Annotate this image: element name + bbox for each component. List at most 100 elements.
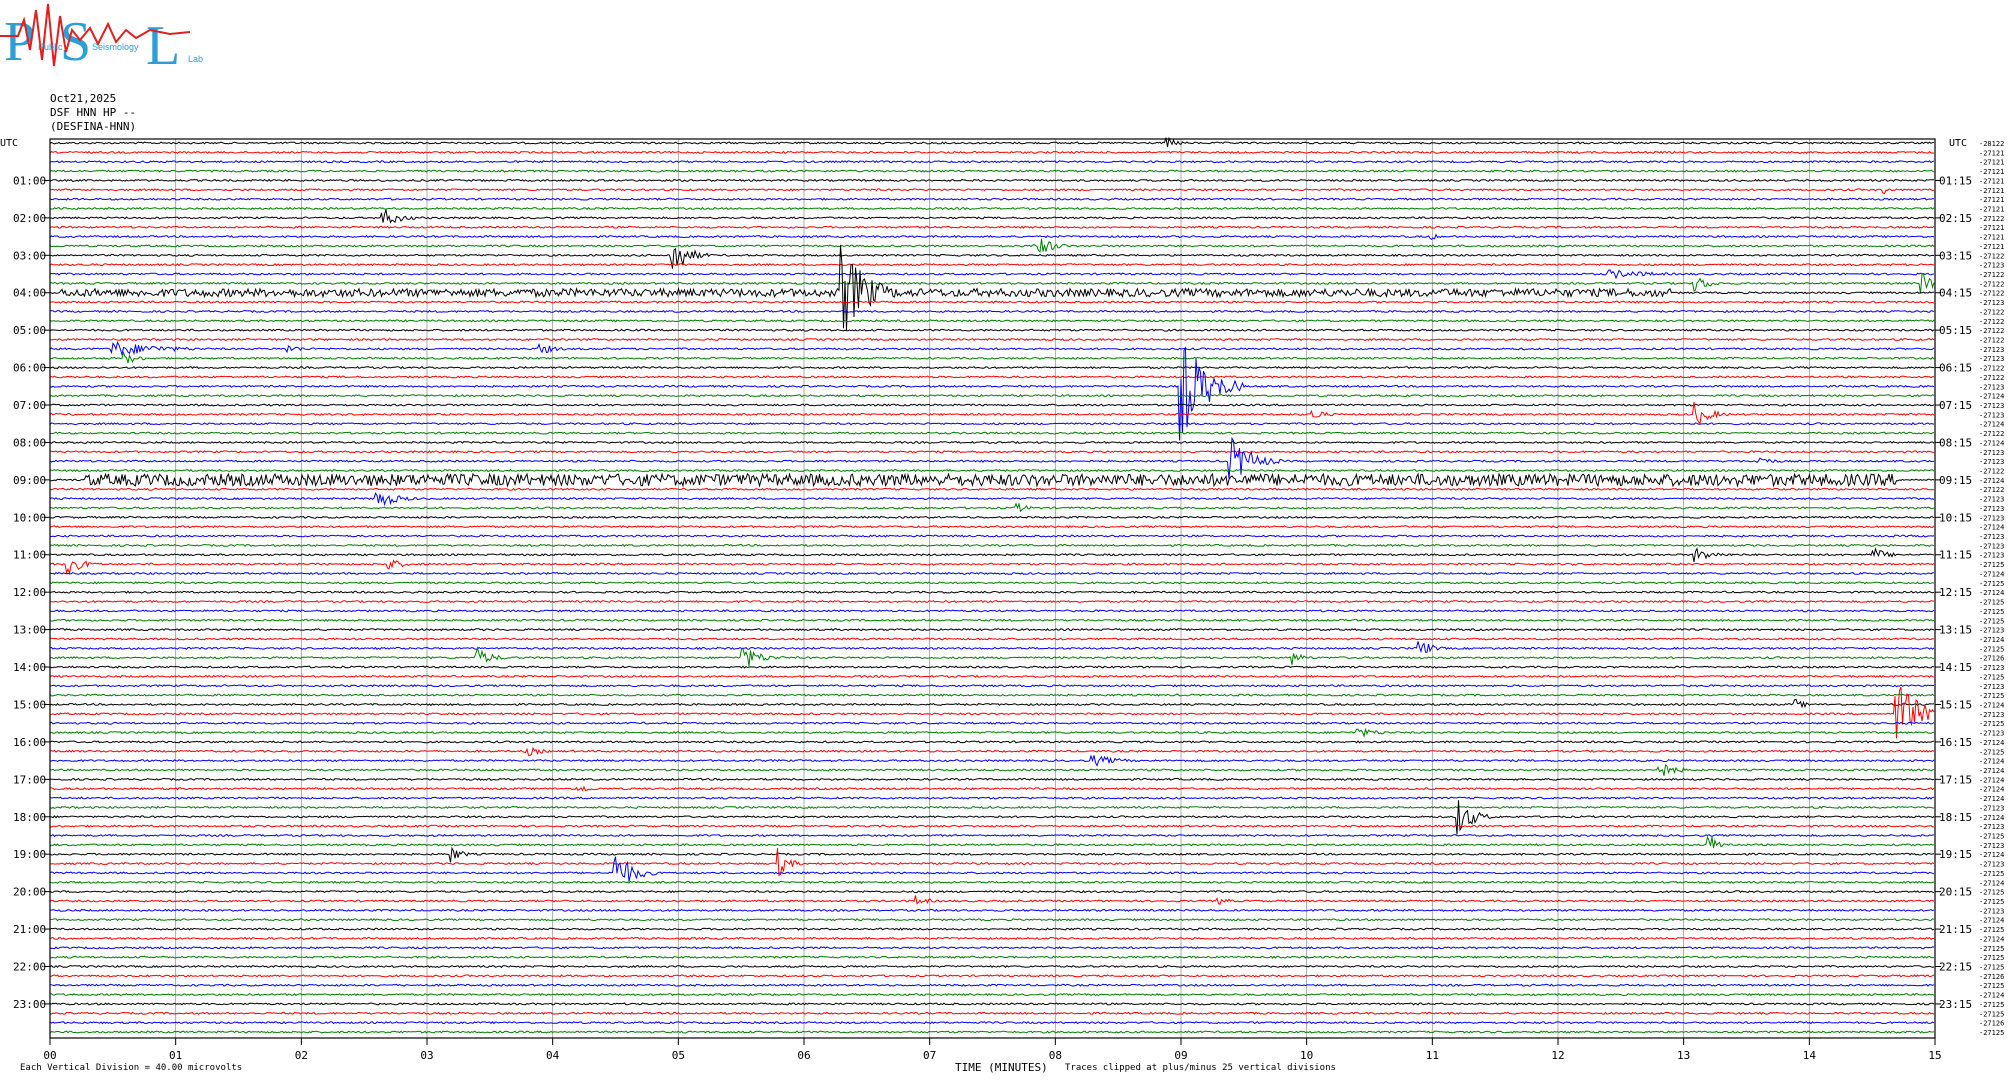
trace-offset-label: -27125 <box>1979 645 2004 653</box>
seismogram-trace <box>50 847 1935 877</box>
trace-offset-label: -27123 <box>1979 299 2004 307</box>
trace-offset-label: -27124 <box>1979 992 2004 1000</box>
seismogram-trace <box>49 547 1935 563</box>
hour-label: 06:15 <box>1939 362 1972 375</box>
trace-offset-label: -27123 <box>1979 823 2004 831</box>
seismogram-trace <box>49 777 1935 781</box>
seismogram-trace <box>49 328 1935 332</box>
trace-offset-label: -27121 <box>1979 187 2004 195</box>
trace-offset-label: -27122 <box>1979 215 2004 223</box>
trace-offset-label: -27123 <box>1979 533 2004 541</box>
trace-offset-label: -27125 <box>1979 561 2004 569</box>
trace-offset-label: -27122 <box>1979 337 2004 345</box>
seismogram-trace <box>49 754 1935 767</box>
x-axis: 00 01 02 03 04 05 06 07 08 09 10 11 12 13 14 15 <box>43 1038 1942 1062</box>
seismogram-trace <box>49 846 1935 863</box>
seismogram-trace <box>49 785 1935 792</box>
trace-offset-label: -27123 <box>1979 383 2004 391</box>
seismogram-trace <box>49 581 1935 585</box>
hour-label: 09:15 <box>1939 474 1972 487</box>
hour-label: 20:15 <box>1939 886 1972 899</box>
trace-offset-label: -27125 <box>1979 982 2004 990</box>
seismogram-trace <box>49 763 1935 776</box>
seismogram-trace <box>49 346 1935 441</box>
hour-label: 05:15 <box>1939 324 1972 337</box>
hour-label: 21:15 <box>1939 923 1972 936</box>
hour-label: 19:00 <box>13 848 46 861</box>
hour-label: 13:00 <box>13 624 46 637</box>
seismogram-trace <box>49 895 1935 905</box>
trace-offset-label: -27123 <box>1979 907 2004 915</box>
trace-offset-label: -27121 <box>1979 159 2004 167</box>
seismogram-trace <box>49 796 1935 800</box>
seismogram-traces <box>49 136 1935 1034</box>
seismogram-trace <box>49 637 1935 641</box>
hour-label: 10:15 <box>1939 511 1972 524</box>
seismogram-trace <box>49 269 1935 280</box>
seismogram-trace <box>49 431 1935 435</box>
minute-tick-label: 09 <box>1174 1049 1187 1062</box>
hour-label: 21:00 <box>13 923 46 936</box>
seismogram-trace <box>49 880 1935 884</box>
logo-seismogram-icon <box>0 3 191 67</box>
seismogram-trace <box>49 238 1935 253</box>
right-hour-axis: 01:15 02:15 03:15 04:15 05:15 06:15 07:15 08:15… <box>1935 174 1972 1011</box>
seismogram-trace <box>49 727 1935 738</box>
seismogram-trace <box>49 403 1935 407</box>
trace-offset-label: -27125 <box>1979 673 2004 681</box>
hour-label: 17:15 <box>1939 773 1972 786</box>
logo-letter-p: P <box>4 11 35 72</box>
seismogram-trace <box>49 244 1935 331</box>
seismogram-trace <box>49 946 1935 950</box>
minute-tick-label: 12 <box>1551 1049 1564 1062</box>
trace-offset-label: -27121 <box>1979 243 2004 251</box>
seismogram-trace <box>49 800 1935 835</box>
seismogram-trace <box>49 337 1935 342</box>
minute-tick-label: 13 <box>1677 1049 1690 1062</box>
trace-offset-label: -27125 <box>1979 832 2004 840</box>
trace-offset-label: -27123 <box>1979 402 2004 410</box>
hour-label: 11:15 <box>1939 549 1972 562</box>
hour-label: 15:00 <box>13 698 46 711</box>
trace-offset-label: -27125 <box>1979 945 2004 953</box>
trace-offset-label: -27124 <box>1979 795 2004 803</box>
trace-offset-label: -27126 <box>1979 1020 2004 1028</box>
seismogram-trace <box>49 492 1935 507</box>
seismogram-trace <box>49 721 1935 725</box>
x-axis-title: TIME (MINUTES) <box>955 1061 1048 1074</box>
left-hour-axis: 01:00 02:00 03:00 04:00 05:00 06:00 07:00 08:00… <box>13 174 50 1011</box>
seismogram-trace <box>49 525 1935 529</box>
trace-offset-label: -27121 <box>1979 196 2004 204</box>
trace-offset-label: -27124 <box>1979 589 2004 597</box>
minute-tick-label: 06 <box>797 1049 810 1062</box>
seismogram-trace <box>49 983 1935 987</box>
seismogram-trace <box>49 684 1935 688</box>
hour-label: 18:00 <box>13 811 46 824</box>
hour-label: 22:15 <box>1939 960 1972 973</box>
hour-label: 04:00 <box>13 287 46 300</box>
seismogram-trace <box>49 686 1935 739</box>
trace-offset-label: -27122 <box>1979 308 2004 316</box>
trace-offset-label: -27121 <box>1979 234 2004 242</box>
hour-label: 02:00 <box>13 212 46 225</box>
trace-offset-label: -27125 <box>1979 1029 2004 1037</box>
seismogram-trace <box>49 693 1935 697</box>
hour-label: 03:15 <box>1939 249 1972 262</box>
trace-offset-label: -27125 <box>1979 692 2004 700</box>
trace-offset-label: -27123 <box>1979 542 2004 550</box>
trace-offset-label: -27125 <box>1979 954 2004 962</box>
trace-offset-label: -27122 <box>1979 271 2004 279</box>
clip-note: Traces clipped at plus/minus 25 vertical… <box>1065 1063 1336 1073</box>
minute-tick-label: 15 <box>1928 1049 1941 1062</box>
seismogram-trace <box>49 698 1935 709</box>
trace-offset-label: -27124 <box>1979 776 2004 784</box>
seismogram-trace <box>49 468 1935 473</box>
hour-label: 13:15 <box>1939 624 1972 637</box>
hour-label: 14:00 <box>13 661 46 674</box>
trace-offset-label: -27123 <box>1979 514 2004 522</box>
trace-offset-label: -27122 <box>1979 430 2004 438</box>
plot-channel: DSF HNN HP -- <box>50 106 137 119</box>
hour-label: 05:00 <box>13 324 46 337</box>
seismogram-trace <box>49 263 1935 267</box>
seismogram-trace <box>49 136 1935 148</box>
